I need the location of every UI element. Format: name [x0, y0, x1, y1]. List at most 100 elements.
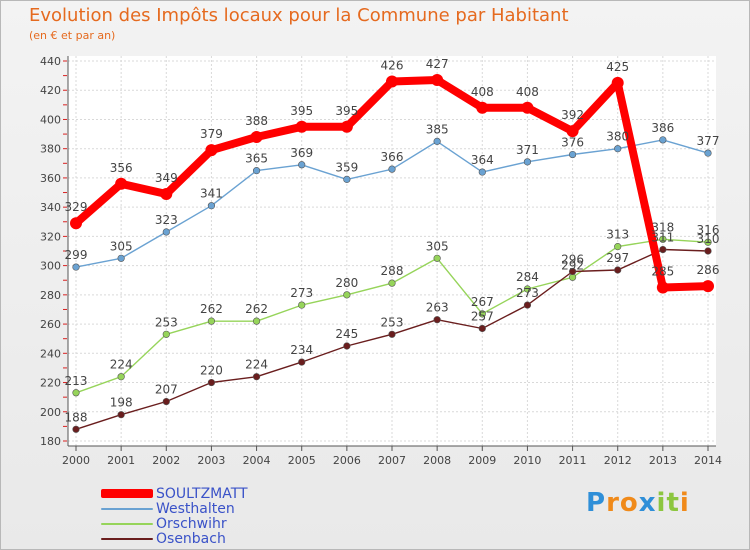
legend-item: Westhalten	[101, 500, 248, 517]
legend-item: Osenbach	[101, 530, 248, 547]
data-label: 329	[65, 200, 88, 214]
data-point	[388, 165, 396, 173]
logo-letter: i	[679, 488, 690, 518]
x-tick-label: 2001	[107, 454, 135, 467]
proxiti-logo: Proxiti	[586, 488, 690, 518]
logo-letter: P	[586, 488, 607, 518]
data-point	[160, 188, 173, 200]
x-tick-label: 2014	[694, 454, 722, 467]
data-point	[614, 145, 622, 153]
data-label: 280	[335, 276, 358, 290]
data-point	[117, 373, 125, 381]
data-label: 220	[200, 364, 223, 378]
data-label: 365	[245, 152, 268, 166]
x-tick-label: 2006	[333, 454, 361, 467]
data-point	[298, 358, 306, 366]
data-label: 273	[290, 286, 313, 300]
data-label: 285	[651, 265, 674, 279]
data-label: 207	[155, 383, 178, 397]
data-label: 305	[426, 239, 449, 253]
data-point	[523, 301, 532, 309]
data-label: 341	[200, 187, 223, 201]
data-point	[433, 254, 441, 262]
data-point	[115, 177, 128, 190]
legend-swatch	[101, 537, 153, 540]
data-label: 292	[561, 258, 584, 272]
y-tick-label: 200	[40, 406, 61, 419]
data-point	[343, 342, 351, 350]
data-label: 296	[561, 252, 584, 266]
x-tick-label: 2011	[559, 454, 587, 467]
data-label: 224	[245, 358, 268, 372]
data-label: 379	[200, 127, 223, 141]
data-point	[521, 101, 534, 114]
data-point	[298, 301, 306, 309]
data-point	[568, 267, 577, 276]
data-point	[478, 168, 486, 176]
logo-letter: r	[606, 488, 620, 518]
data-label: 262	[200, 302, 223, 316]
data-label: 366	[381, 150, 404, 164]
data-label: 369	[290, 146, 313, 160]
data-label: 408	[471, 85, 494, 99]
data-point	[656, 281, 669, 294]
data-point	[340, 120, 353, 133]
data-label: 286	[697, 263, 720, 277]
data-point	[388, 330, 396, 338]
data-point	[523, 285, 532, 293]
data-point	[704, 247, 712, 255]
y-tick-label: 300	[40, 260, 61, 273]
y-tick-label: 320	[40, 230, 61, 243]
data-label: 385	[426, 122, 449, 136]
logo-letter: t	[666, 488, 680, 518]
data-point	[295, 120, 308, 133]
data-point	[70, 217, 82, 230]
data-point	[611, 76, 624, 89]
data-label: 356	[110, 161, 133, 175]
legend-item: Orschwihr	[101, 516, 248, 532]
data-point	[250, 131, 263, 143]
y-tick-label: 180	[40, 435, 61, 448]
data-label: 297	[606, 251, 629, 265]
data-point	[207, 378, 216, 387]
data-label: 284	[516, 270, 539, 284]
data-label: 425	[606, 60, 629, 74]
y-tick-label: 420	[40, 84, 61, 97]
data-point	[117, 254, 125, 262]
y-tick-label: 260	[40, 318, 61, 331]
data-point	[205, 144, 218, 157]
data-point	[478, 310, 486, 318]
data-label: 364	[471, 153, 494, 167]
data-point	[72, 263, 80, 271]
legend-label: Westhalten	[156, 500, 235, 517]
data-point	[162, 397, 170, 406]
x-tick-label: 2003	[197, 454, 225, 467]
data-label: 377	[697, 134, 720, 148]
data-label: 371	[516, 143, 539, 157]
data-point	[343, 291, 351, 299]
data-point	[162, 228, 170, 236]
data-label: 376	[561, 136, 584, 150]
chart-subtitle: (en € et par an)	[29, 29, 116, 42]
data-label: 395	[290, 104, 313, 118]
data-point	[298, 161, 306, 169]
data-point	[523, 158, 532, 166]
data-label: 426	[381, 58, 404, 72]
x-tick-label: 2008	[423, 454, 451, 467]
legend-label: Osenbach	[156, 530, 226, 547]
legend-swatch	[101, 489, 153, 498]
data-label: 318	[651, 220, 674, 234]
data-label: 313	[606, 228, 629, 242]
data-point	[659, 136, 667, 144]
data-label: 273	[516, 286, 539, 300]
x-tick-label: 2000	[62, 454, 90, 467]
data-label: 299	[65, 248, 88, 262]
chart-title: Evolution des Impôts locaux pour la Comm…	[29, 5, 569, 26]
legend-label: SOULTZMATT	[156, 485, 248, 502]
legend: SOULTZMATT Westhalten Orschwihr Osenbach	[101, 485, 248, 547]
data-point	[431, 74, 444, 86]
data-point	[72, 389, 80, 397]
data-point	[207, 202, 216, 210]
legend-swatch	[101, 507, 153, 510]
